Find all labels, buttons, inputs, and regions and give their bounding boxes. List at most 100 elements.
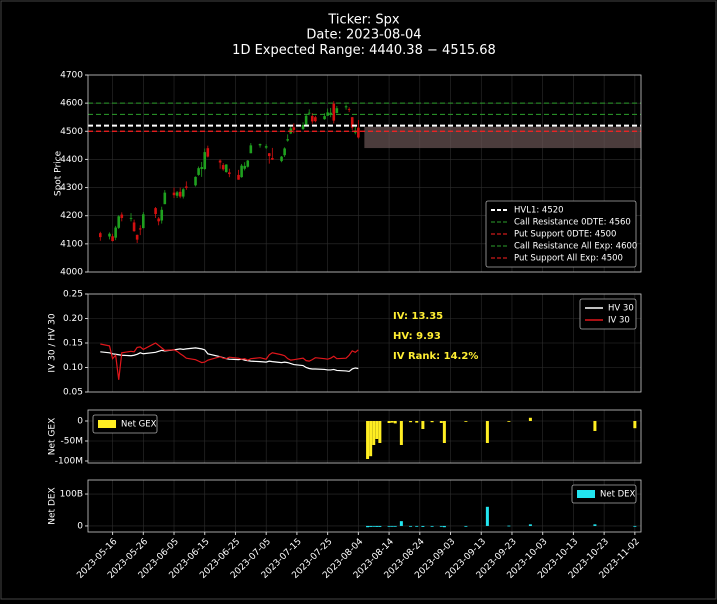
- candle-body: [267, 153, 271, 157]
- legend-label: Call Resistance 0DTE: 4560: [514, 218, 631, 228]
- candle-body: [249, 145, 253, 154]
- candle-body: [142, 214, 145, 229]
- candle-body: [258, 143, 262, 146]
- bar: [421, 421, 425, 429]
- range-label: 1D Expected Range:: [232, 43, 365, 58]
- bar: [415, 525, 419, 527]
- legend-box: [579, 298, 637, 330]
- y-tick-label: 4200: [60, 211, 83, 221]
- y-tick-label: 4300: [60, 183, 83, 193]
- series-line: [100, 347, 359, 373]
- candle-body: [323, 116, 326, 120]
- y-tick-label: 0.20: [63, 314, 83, 324]
- y-tick-label: 4400: [60, 155, 83, 165]
- legend-box: [92, 414, 158, 434]
- bar: [369, 421, 373, 457]
- candle-body: [98, 233, 102, 238]
- legend: HVL1: 4520 Call Resistance 0DTE: 4560 Put …: [485, 200, 637, 268]
- bar: [366, 421, 370, 459]
- legend-label: HVL1: 4520: [514, 206, 564, 216]
- bar: [430, 525, 434, 527]
- legend-label: Net GEX: [121, 420, 157, 430]
- candle-body: [326, 112, 329, 116]
- bar: [442, 525, 446, 528]
- chart-subtitle: Date: 2023-08-04: [306, 28, 421, 43]
- bar: [421, 525, 425, 527]
- candle-body: [129, 217, 133, 219]
- range-title: 1D Expected Range: 4440.38 − 4515.68: [232, 43, 496, 58]
- candle-body: [160, 209, 164, 221]
- bar: [390, 421, 394, 423]
- candle-body: [283, 148, 286, 156]
- candle-body: [194, 176, 197, 186]
- annotation: IV Rank: 14.2%: [393, 351, 478, 362]
- bar: [387, 421, 391, 423]
- bar: [528, 524, 532, 526]
- bar: [375, 421, 379, 439]
- candle-body: [135, 234, 139, 240]
- bar: [633, 421, 637, 429]
- bar: [507, 525, 511, 527]
- legend-label: IV 30: [608, 316, 630, 326]
- y-tick-label: 0: [77, 521, 83, 531]
- plot-frame: [87, 479, 642, 533]
- y-tick-label: 4600: [60, 99, 83, 109]
- candle-body: [181, 189, 185, 197]
- y-tick-label: 4500: [60, 127, 83, 137]
- y-tick-label: 0.05: [63, 388, 83, 398]
- bar: [442, 421, 446, 443]
- bar: [593, 421, 597, 431]
- candle-body: [120, 214, 124, 218]
- candle-body: [175, 192, 179, 196]
- candle-body: [292, 127, 296, 130]
- y-tick-label: 4100: [60, 239, 83, 249]
- y-tick-label: -100M: [55, 457, 83, 467]
- bar: [430, 421, 434, 423]
- candle-body: [138, 228, 142, 230]
- legend-label: Call Resistance All Exp: 4600: [514, 242, 637, 252]
- candle-body: [314, 117, 317, 122]
- annotation: HV: 9.93: [393, 331, 441, 342]
- y-axis-label: Net DEX: [48, 487, 58, 524]
- bar: [528, 417, 532, 421]
- legend: Net GEX: [92, 414, 158, 434]
- bar: [409, 421, 413, 423]
- bar: [390, 525, 394, 527]
- candle-body: [246, 160, 250, 167]
- bar: [399, 521, 403, 526]
- candle-body: [237, 174, 240, 180]
- candle-body: [307, 112, 311, 114]
- bar: [507, 421, 511, 422]
- legend: HV 30 IV 30: [579, 298, 637, 330]
- y-tick-label: 4700: [60, 71, 83, 81]
- candle-body: [310, 116, 314, 122]
- candle-body: [335, 108, 339, 113]
- candle-body: [206, 148, 210, 157]
- candle-body: [221, 165, 225, 170]
- candle-body: [117, 216, 121, 228]
- legend-swatch: [98, 420, 116, 428]
- chart-title: Ticker: Spx: [327, 13, 399, 28]
- candle-body: [224, 164, 228, 173]
- bar: [464, 525, 468, 527]
- y-tick-label: 0.25: [63, 290, 83, 300]
- candle-body: [200, 167, 203, 169]
- candle-body: [157, 218, 160, 222]
- legend: Net DEX: [571, 484, 637, 504]
- y-axis-label: Net GEX: [48, 418, 58, 456]
- y-tick-label: 0: [77, 417, 83, 427]
- bar: [366, 525, 370, 528]
- candle-body: [218, 160, 222, 163]
- bar: [378, 421, 382, 443]
- candle-body: [240, 165, 243, 178]
- y-tick-label: 100B: [60, 490, 83, 500]
- legend-label: Put Support All Exp: 4500: [514, 254, 623, 264]
- candle-body: [344, 106, 348, 108]
- candle-body: [286, 139, 289, 141]
- legend-label: Net DEX: [600, 490, 636, 500]
- plot-frame: [87, 409, 642, 464]
- candle-body: [350, 117, 354, 128]
- series-line: [100, 342, 359, 380]
- range-separator: −: [427, 43, 438, 58]
